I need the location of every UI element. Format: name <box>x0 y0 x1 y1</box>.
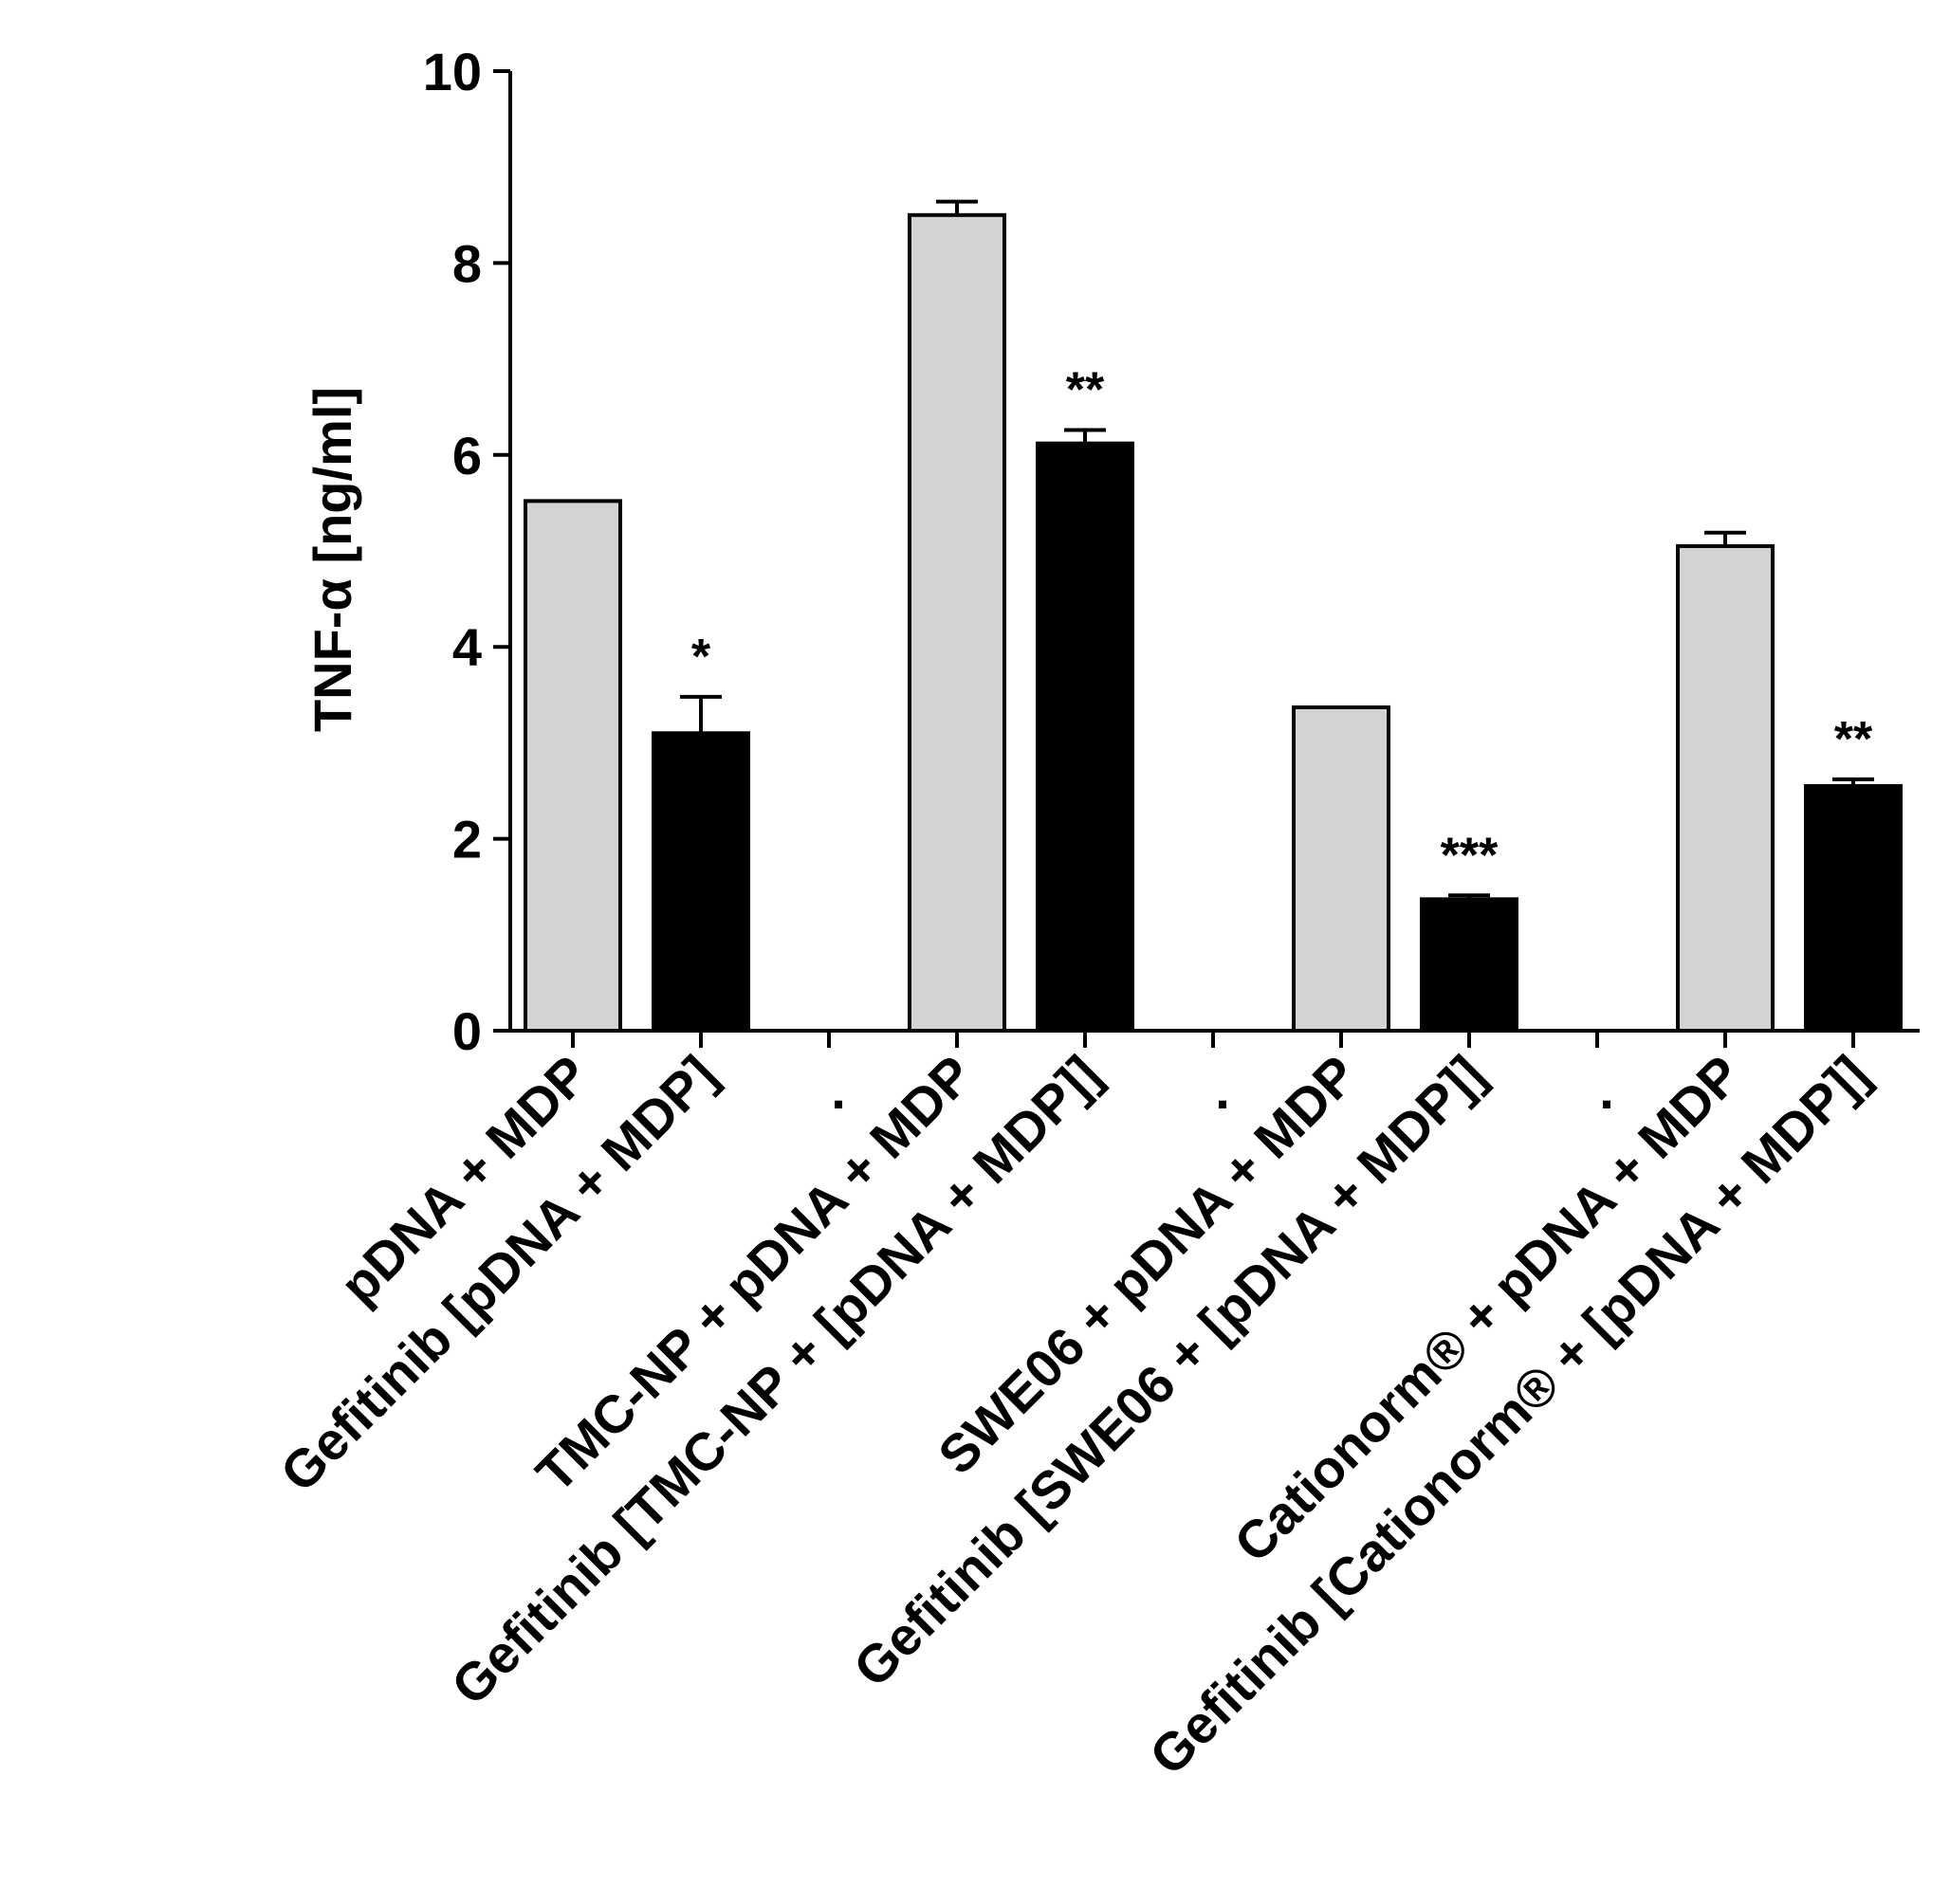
bar <box>1292 705 1390 1033</box>
significance-label: ** <box>1066 362 1105 417</box>
y-tick-label: 6 <box>452 426 482 485</box>
significance-label: * <box>691 630 711 685</box>
bars: ******** <box>524 199 1903 1034</box>
significance-label: *** <box>1441 828 1499 883</box>
y-axis: 0 2 4 6 8 10 <box>423 42 512 1061</box>
y-tick-label: 8 <box>452 233 482 293</box>
bar <box>1420 897 1518 1034</box>
bar <box>1804 783 1903 1033</box>
significance-label: ** <box>1834 712 1873 767</box>
x-separator-label: . <box>831 1060 846 1120</box>
x-separator-label: . <box>1215 1060 1230 1120</box>
bar <box>524 499 622 1033</box>
y-tick-label: 10 <box>423 42 482 101</box>
bar <box>1036 441 1134 1033</box>
x-separator-label: . <box>1599 1060 1614 1120</box>
y-tick-label: 4 <box>452 617 482 677</box>
bar <box>908 212 1006 1034</box>
bar <box>1676 543 1775 1033</box>
y-axis-title: TNF-α [ng/ml] <box>303 387 362 732</box>
y-tick-label: 0 <box>452 1001 482 1061</box>
y-tick-label: 2 <box>452 810 482 870</box>
bar <box>652 731 750 1034</box>
